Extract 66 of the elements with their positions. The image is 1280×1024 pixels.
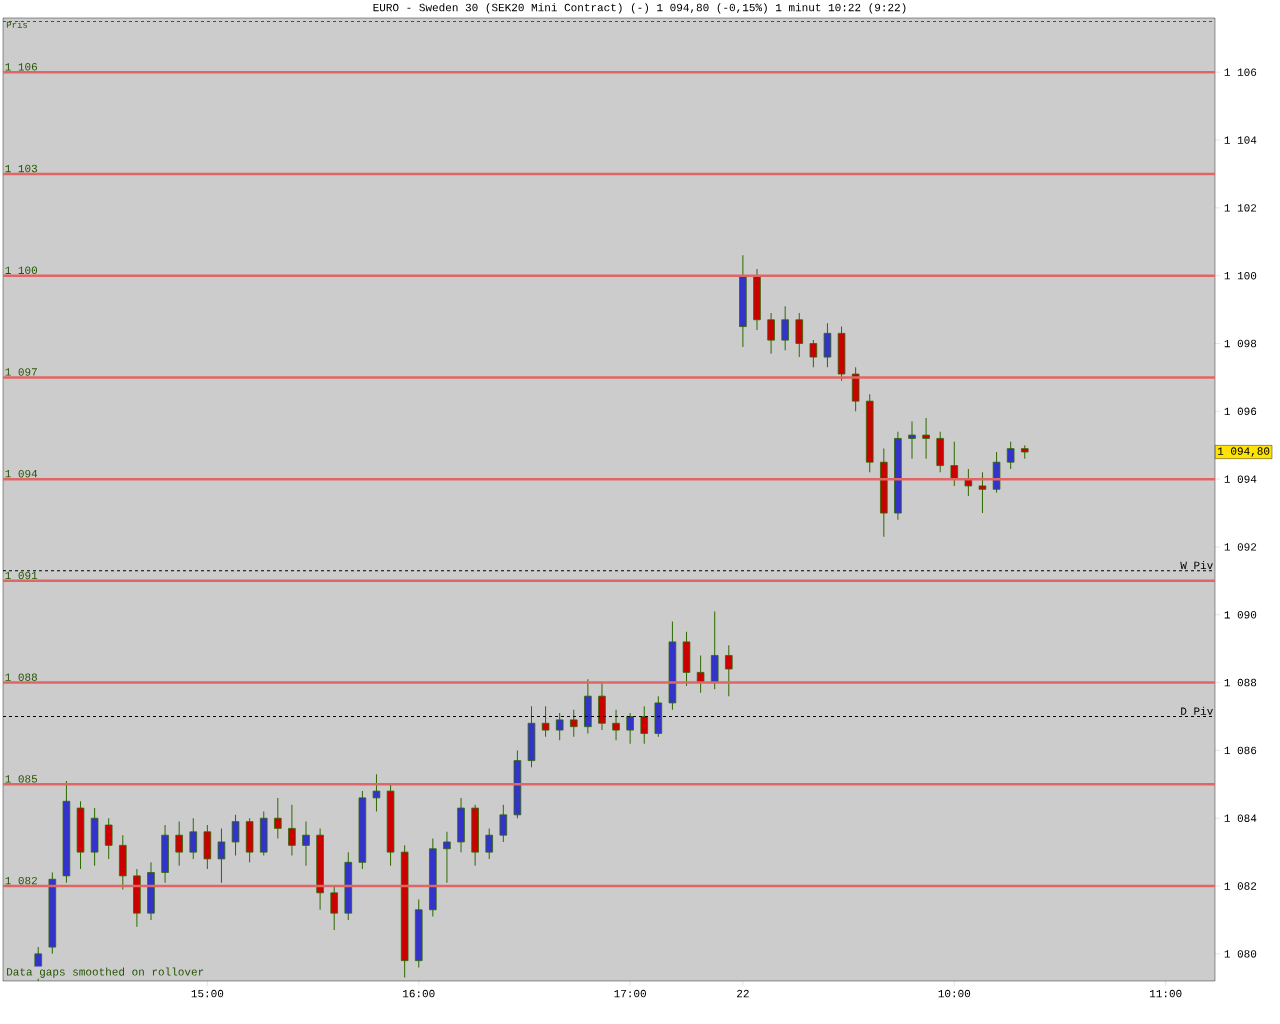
candlestick <box>302 821 310 867</box>
x-tick-label: 16:00 <box>403 989 435 998</box>
chart-title: EURO - Sweden 30 (SEK20 Mini Contract) (-) 1 094,80 (-0,15%) 1 minut 10:22 (9:22) <box>373 3 906 14</box>
candlestick <box>823 322 832 368</box>
y-tick-label: 1 084 <box>1224 814 1257 822</box>
x-tick-label: 17:00 <box>614 989 646 998</box>
candlestick <box>950 441 959 487</box>
candlestick <box>964 468 973 497</box>
candlestick <box>330 885 338 931</box>
y-tick-label: 1 082 <box>1224 882 1257 890</box>
y-tick-label: 1 094 <box>1224 475 1257 483</box>
ref-line-label: D Piv <box>1181 706 1213 715</box>
x-tick-label: 11:00 <box>1149 989 1182 998</box>
y-tick-label: 1 096 <box>1224 407 1257 416</box>
ref-line-label: 1 088 <box>5 673 37 681</box>
candlestick <box>922 417 930 460</box>
ref-line-label: 1 097 <box>5 368 37 376</box>
candlestick <box>189 817 198 860</box>
candlestick <box>978 471 987 514</box>
candlestick <box>781 305 789 351</box>
candlestick <box>499 804 508 843</box>
ref-line-label: 1 103 <box>5 164 37 173</box>
candlestick <box>626 712 634 745</box>
ref-line-label: 1 100 <box>5 266 38 274</box>
y-axis-title: Pris <box>6 21 28 28</box>
y-tick-label: 1 106 <box>1224 68 1257 76</box>
candlestick <box>612 709 620 741</box>
x-tick-label: 15:00 <box>191 989 224 998</box>
candlestick <box>555 712 564 741</box>
candlestick <box>767 312 775 355</box>
candlestick <box>231 814 240 857</box>
text: 1 094,80 <box>1218 447 1270 457</box>
candlestick <box>288 804 296 857</box>
candlestick <box>541 705 550 738</box>
candlestick <box>569 709 578 738</box>
annotation: Data gaps smoothed on rollover <box>7 967 204 978</box>
y-tick-label: 1 100 <box>1224 271 1257 280</box>
y-tick-label: 1 088 <box>1224 678 1257 687</box>
ref-line-label: 1 106 <box>5 63 37 71</box>
ref-line-label: 1 082 <box>5 876 37 885</box>
candlestick <box>274 797 282 840</box>
candlestick <box>725 644 733 697</box>
y-tick-label: 1 080 <box>1224 950 1257 958</box>
y-tick-label: 1 086 <box>1224 746 1257 755</box>
y-tick-label: 1 092 <box>1224 543 1257 551</box>
x-tick-label: 22 <box>737 989 749 998</box>
y-tick-label: 1 098 <box>1224 339 1257 348</box>
y-tick-label: 1 102 <box>1224 204 1257 212</box>
candlestick <box>175 821 183 867</box>
candlestick <box>217 827 226 884</box>
ref-line-label: 1 091 <box>5 571 38 580</box>
candlestick <box>640 705 649 745</box>
candlestick <box>1006 441 1015 470</box>
ref-line-label: 1 094 <box>5 469 38 478</box>
candlestick <box>809 339 818 368</box>
candlestick <box>485 827 493 860</box>
candlestick <box>443 831 451 884</box>
candlestick <box>908 421 916 460</box>
y-tick-label: 1 090 <box>1224 611 1257 619</box>
candlestick <box>104 817 113 860</box>
ref-line-label: W Piv <box>1180 561 1213 569</box>
candlestick <box>795 312 804 358</box>
y-tick-label: 1 104 <box>1224 136 1257 144</box>
candlestick <box>372 773 381 812</box>
ref-line-label: 1 085 <box>5 775 37 783</box>
x-tick-label: 10:00 <box>938 989 971 998</box>
